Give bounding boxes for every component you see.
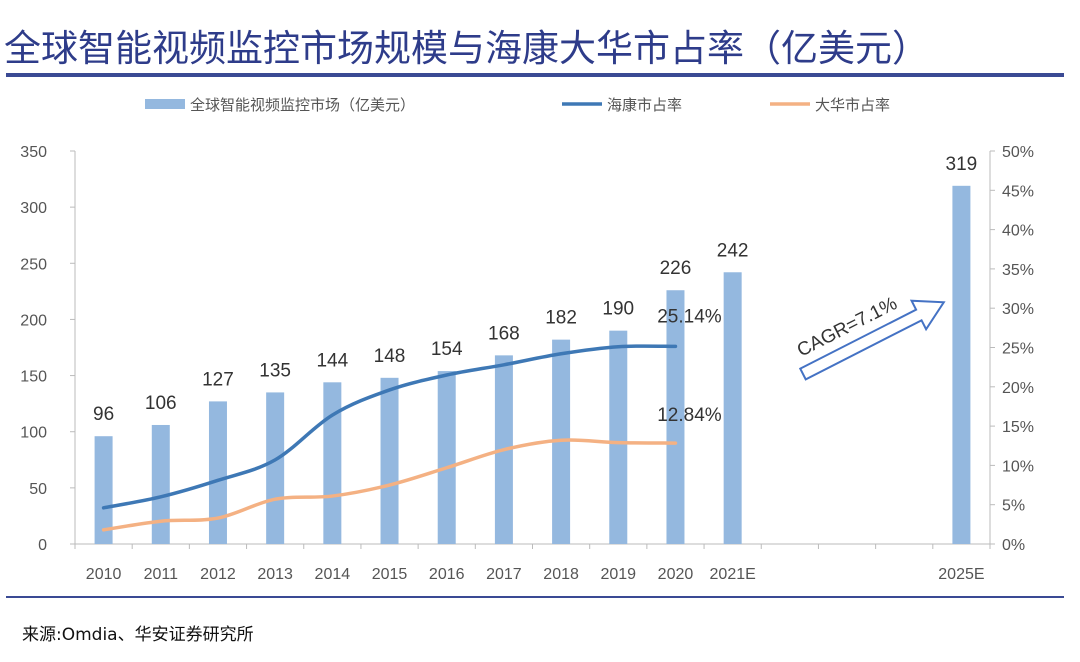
title-divider [6,73,1064,77]
right-tick-label: 35% [1002,262,1034,279]
right-tick-label: 5% [1002,498,1025,515]
x-tick-label: 2013 [257,566,293,583]
x-tick-label: 2016 [429,566,465,583]
bar [151,424,170,544]
page-title: 全球智能视频监控市场规模与海康大华市占率（亿美元） [4,27,929,70]
x-tick-label: 2021E [710,566,756,583]
right-tick-label: 25% [1002,341,1034,358]
footer-divider [6,596,1064,598]
x-tick-label: 2010 [86,566,122,583]
x-tick-label: 2025E [938,566,984,583]
x-tick-label: 2018 [543,566,579,583]
right-tick-label: 40% [1002,223,1034,240]
bar [609,330,628,544]
bar-data-label: 148 [374,346,406,367]
right-tick-label: 15% [1002,419,1034,436]
cagr-arrow-shape [798,299,946,381]
dahua-share-line [101,438,678,532]
bar [323,382,342,544]
bar-data-label: 154 [431,339,463,360]
x-tick-label: 2014 [315,566,351,583]
left-tick-label: 250 [20,256,47,273]
bar-data-label: 168 [488,323,520,344]
x-tick-label: 2020 [658,566,694,583]
cagr-arrow-icon: CAGR=7.1% [794,293,946,381]
left-tick-label: 150 [20,369,47,386]
legend-swatch-bar [145,99,185,109]
bar [380,377,399,544]
chart: 0 50 100 150 200 250 300 350 0% 5% 10% 15% 20% 25% 30%… [20,96,1034,583]
left-tick-label: 100 [20,425,47,442]
bar-data-label: 96 [93,404,114,425]
x-tick-label: 2012 [200,566,236,583]
right-tick-label: 10% [1002,458,1034,475]
legend-label: 大华市占率 [815,96,890,114]
dahua-share-label: 12.84% [657,405,722,426]
x-tick-label: 2015 [372,566,408,583]
right-tick-label: 45% [1002,183,1034,200]
bar [723,272,742,544]
bar-data-label: 242 [717,240,749,261]
bar-data-label: 106 [145,393,177,414]
bar [266,392,285,544]
legend-label: 全球智能视频监控市场（亿美元） [190,96,415,114]
bar [437,371,456,544]
bar [952,185,971,544]
bar-data-label: 127 [202,369,234,390]
bar-data-label: 144 [316,350,348,371]
x-tick-label: 2017 [486,566,522,583]
source-note: 来源:Omdia、华安证券研究所 [22,625,254,645]
bar-data-label: 182 [545,308,577,329]
hikvision-share-label: 25.14% [657,306,722,327]
left-tick-label: 300 [20,200,47,217]
bar-data-label: 319 [946,154,978,175]
x-tick-label: 2019 [600,566,636,583]
legend-label: 海康市占率 [607,96,682,114]
right-tick-label: 20% [1002,380,1034,397]
bar-data-label: 135 [259,360,291,381]
bar [666,290,685,544]
left-tick-label: 50 [29,481,47,498]
bar-data-label: 190 [602,299,634,320]
x-tick-label: 2011 [144,566,179,583]
bar [94,436,113,544]
left-tick-label: 350 [20,144,47,161]
left-tick-label: 200 [20,312,47,329]
bar [208,401,227,544]
right-tick-label: 0% [1002,537,1025,554]
bar-data-label: 226 [660,258,692,279]
right-tick-label: 30% [1002,301,1034,318]
hikvision-share-line [101,344,678,510]
right-tick-label: 50% [1002,144,1034,161]
left-tick-label: 0 [38,537,47,554]
